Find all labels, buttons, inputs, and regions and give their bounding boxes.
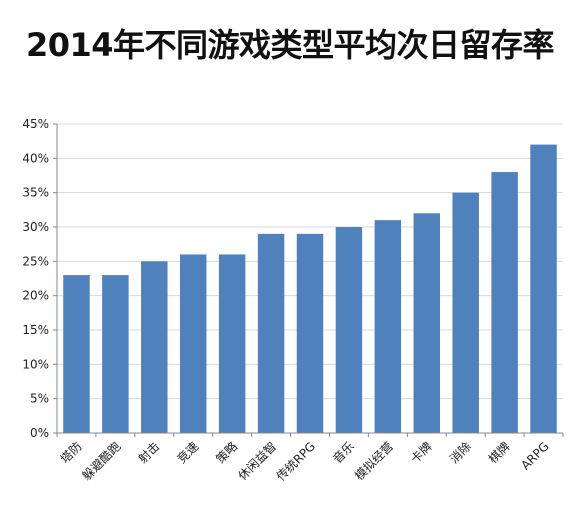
x-tick-label: 音乐 xyxy=(329,439,357,467)
x-tick-label: 传统RPG xyxy=(273,439,318,484)
x-tick-label: 策略 xyxy=(213,439,241,467)
bar xyxy=(63,275,90,433)
x-tick-label: ARPG xyxy=(518,439,551,472)
chart-title: 2014年不同游戏类型平均次日留存率 xyxy=(25,26,555,64)
y-tick-label: 5% xyxy=(30,392,49,406)
x-tick-label: 射击 xyxy=(135,439,163,467)
y-tick-label: 45% xyxy=(22,117,49,131)
x-tick-label: 竞速 xyxy=(174,439,201,466)
y-tick-label: 15% xyxy=(22,323,49,337)
x-tick-label: 棋牌 xyxy=(486,439,513,466)
bar xyxy=(530,144,557,433)
bar xyxy=(296,233,324,433)
bar xyxy=(413,213,441,433)
bar xyxy=(452,192,479,433)
bar xyxy=(335,227,363,433)
x-tick-label: 塔防 xyxy=(57,439,85,467)
axes xyxy=(53,123,564,437)
bar xyxy=(374,220,402,433)
bar xyxy=(218,254,246,433)
x-tick-label: 消除 xyxy=(446,439,474,467)
bars xyxy=(63,144,557,434)
y-tick-label: 35% xyxy=(22,186,49,200)
bar xyxy=(491,172,518,434)
x-tick-label: 躲避酷跑 xyxy=(79,439,124,484)
bar xyxy=(257,233,285,433)
bar xyxy=(179,254,207,433)
y-tick-label: 25% xyxy=(22,254,49,268)
bar xyxy=(102,275,129,433)
x-tick-label: 模拟经营 xyxy=(352,439,396,483)
y-tick-label: 20% xyxy=(22,289,49,303)
x-tick-label: 卡牌 xyxy=(408,439,435,466)
bar xyxy=(141,261,168,433)
x-tick-label: 休闲益智 xyxy=(235,439,280,484)
y-tick-label: 30% xyxy=(22,220,49,234)
y-tick-label: 40% xyxy=(22,151,49,165)
y-tick-label: 0% xyxy=(30,426,49,440)
y-tick-labels: 0% 5% 10% 15% 20% 25% 30% 35% 40% 45% xyxy=(22,117,49,440)
y-tick-label: 10% xyxy=(22,357,49,371)
